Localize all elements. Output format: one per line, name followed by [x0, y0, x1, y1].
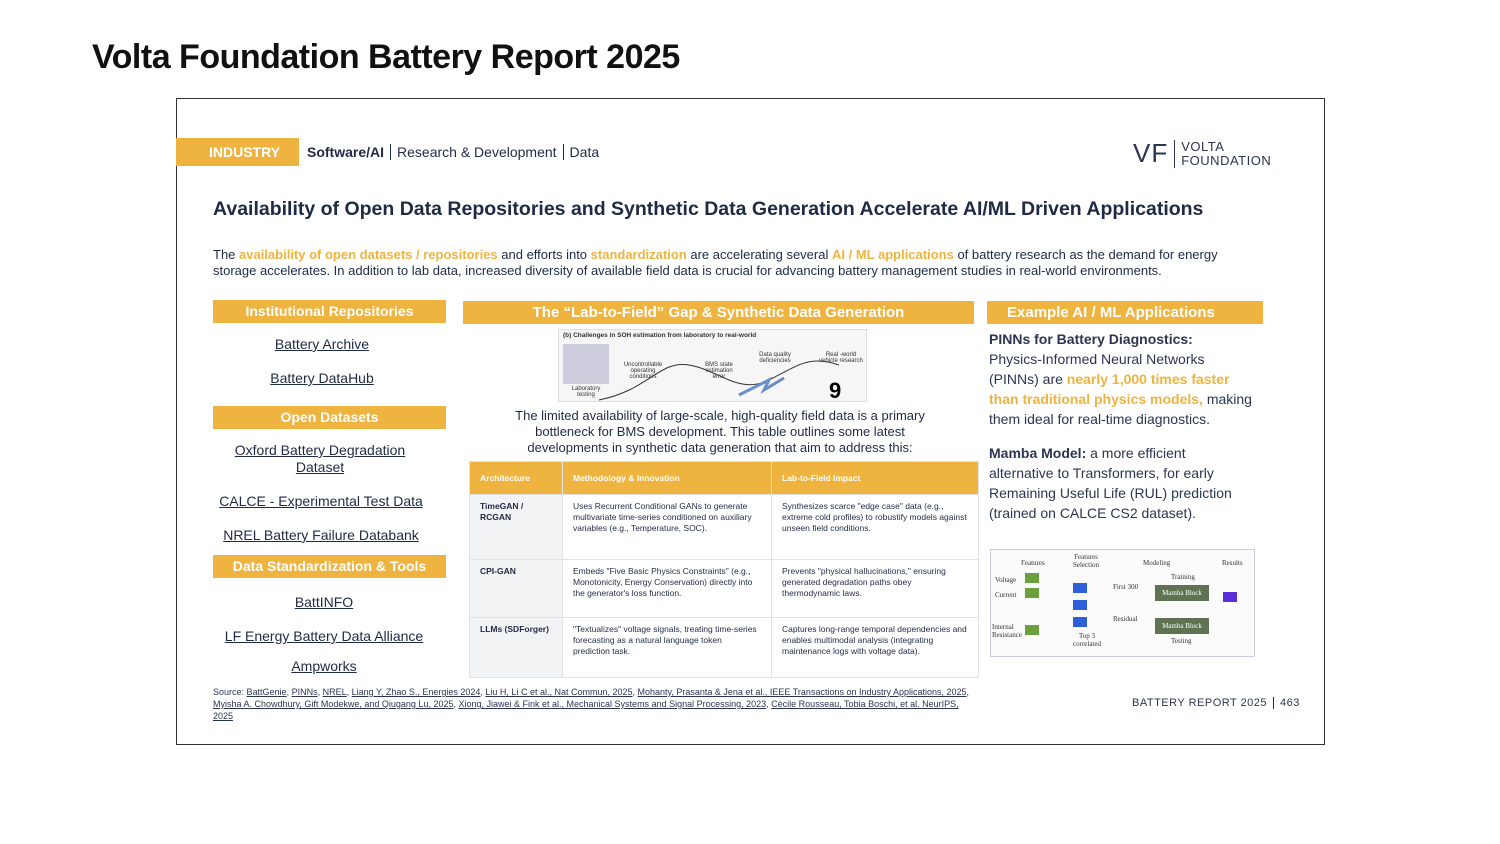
ref-link[interactable]: BattGenie — [246, 687, 287, 697]
intro-text: The availability of open datasets / repo… — [213, 247, 1218, 278]
applications-text: PINNs for Battery Diagnostics: Physics-In… — [989, 329, 1254, 523]
page-title: Volta Foundation Battery Report 2025 — [92, 38, 680, 76]
institutional-header: Institutional Repositories — [213, 300, 446, 323]
link-nrel[interactable]: NREL Battery Failure Databank — [223, 527, 419, 543]
link-ampworks[interactable]: Ampworks — [291, 658, 357, 674]
source-citations: Source: BattGenie, PINNs, NREL, Liang Y,… — [213, 687, 970, 721]
table-header-row: Architecture Methodology & Innovation Lab-… — [469, 461, 979, 495]
wave-path-icon: 9 — [563, 344, 841, 402]
logo-name-1: VOLTA — [1181, 138, 1225, 154]
ref-link[interactable]: Xiong, Jiawei & Fink et al., Mechanical … — [458, 699, 767, 709]
link-lf-energy[interactable]: LF Energy Battery Data Alliance — [224, 628, 424, 644]
col-impact: Lab-to-Field Impact — [771, 461, 979, 495]
gap-description: The limited availability of large-scale,… — [515, 408, 925, 455]
logo-name-2: FOUNDATION — [1181, 152, 1272, 168]
logo-mark: VF — [1133, 138, 1169, 168]
ref-link[interactable]: Liang Y, Zhao S., Energies 2024 — [351, 687, 481, 697]
link-battery-archive[interactable]: Battery Archive — [274, 336, 370, 352]
ref-link[interactable]: PINNs — [291, 687, 318, 697]
crumb-data: Data — [569, 144, 600, 160]
mamba-block-test: Mamba Block — [1155, 618, 1209, 634]
soh-challenges-figure: (b) Challenges in SOH estimation from la… — [558, 329, 867, 402]
page-number: 463 — [1280, 697, 1300, 709]
link-oxford[interactable]: Oxford Battery Degradation Dataset — [234, 442, 406, 475]
crumb-software-ai: Software/AI — [307, 144, 385, 160]
figure-caption: (b) Challenges in SOH estimation from la… — [563, 332, 757, 339]
mamba-block-train: Mamba Block — [1155, 585, 1209, 601]
link-battinfo[interactable]: BattINFO — [294, 594, 354, 610]
table-row: LLMs (SDForger) "Textualizes" voltage sig… — [469, 617, 979, 678]
volta-logo: VF VOLTA FOUNDATION — [1133, 138, 1271, 169]
mamba-paragraph: Mamba Model: a more efficient alternativ… — [989, 445, 1232, 521]
section-badge: INDUSTRY — [176, 138, 299, 166]
ref-link[interactable]: Cécile Rousseau, Tobia Boschi, et al. Ne… — [213, 699, 959, 721]
synthetic-data-table: Architecture Methodology & Innovation Lab-… — [469, 461, 979, 678]
ref-link[interactable]: Mohanty, Prasanta & Jena et al., IEEE Tr… — [637, 687, 967, 697]
page-footer: BATTERY REPORT 2025 463 — [1132, 697, 1300, 709]
table-row: CPI-GAN Embeds "Five Basic Physics Constr… — [469, 559, 979, 618]
col-methodology: Methodology & Innovation — [562, 461, 772, 495]
link-battery-datahub[interactable]: Battery DataHub — [270, 370, 374, 386]
pinns-paragraph: PINNs for Battery Diagnostics: Physics-In… — [989, 331, 1252, 427]
ref-link[interactable]: Myisha A. Chowdhury, Gift Modekwe, and Q… — [213, 699, 454, 709]
slide-headline: Availability of Open Data Repositories a… — [213, 198, 1204, 220]
slide-frame — [176, 98, 1325, 745]
lab-to-field-header: The “Lab-to-Field” Gap & Synthetic Data … — [463, 301, 974, 324]
link-calce[interactable]: CALCE - Experimental Test Data — [219, 493, 423, 509]
crumb-research: Research & Development — [397, 144, 557, 160]
svg-text:9: 9 — [829, 378, 841, 402]
ref-link[interactable]: Liu H, Li C et al., Nat Commun, 2025 — [485, 687, 633, 697]
col-architecture: Architecture — [469, 461, 563, 495]
open-datasets-header: Open Datasets — [213, 406, 446, 429]
mamba-diagram: Features Features Selection Modeling Res… — [990, 549, 1255, 657]
breadcrumb: Software/AI Research & Development Data — [307, 144, 599, 160]
applications-header: Example AI / ML Applications — [987, 301, 1263, 324]
table-row: TimeGAN / RCGAN Uses Recurrent Conditiona… — [469, 494, 979, 560]
tools-header: Data Standardization & Tools — [213, 555, 446, 578]
ref-link[interactable]: NREL — [322, 687, 347, 697]
